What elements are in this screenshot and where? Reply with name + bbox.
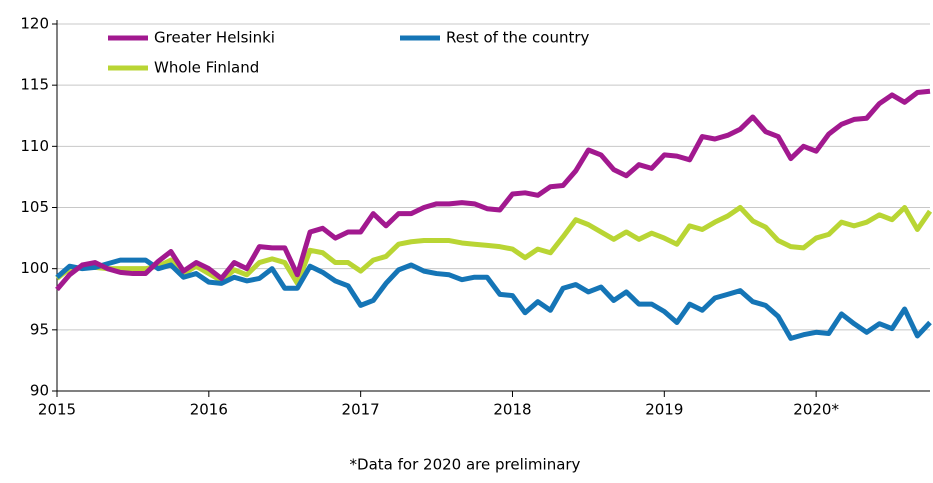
series-line	[55, 205, 933, 286]
y-tick-label: 120	[20, 15, 49, 33]
y-tick-label: 115	[20, 76, 49, 94]
y-tick-label: 90	[30, 382, 49, 400]
x-tick-label: 2016	[190, 401, 228, 419]
y-tick-label: 110	[20, 137, 49, 155]
legend-label: Whole Finland	[154, 59, 259, 77]
y-tick-label: 95	[30, 320, 49, 338]
y-tick-label: 100	[20, 259, 49, 277]
legend-label: Rest of the country	[446, 29, 590, 47]
y-tick-label: 105	[20, 198, 49, 216]
x-tick-label: 2015	[38, 401, 76, 419]
x-tick-label: 2018	[493, 401, 531, 419]
series-line	[55, 257, 932, 341]
x-tick-label: 2020*	[793, 401, 839, 419]
x-tick-label: 2017	[342, 401, 380, 419]
legend-label: Greater Helsinki	[154, 29, 275, 47]
footnote: *Data for 2020 are preliminary	[350, 456, 581, 474]
series-line	[55, 88, 931, 292]
x-tick-label: 2019	[645, 401, 683, 419]
